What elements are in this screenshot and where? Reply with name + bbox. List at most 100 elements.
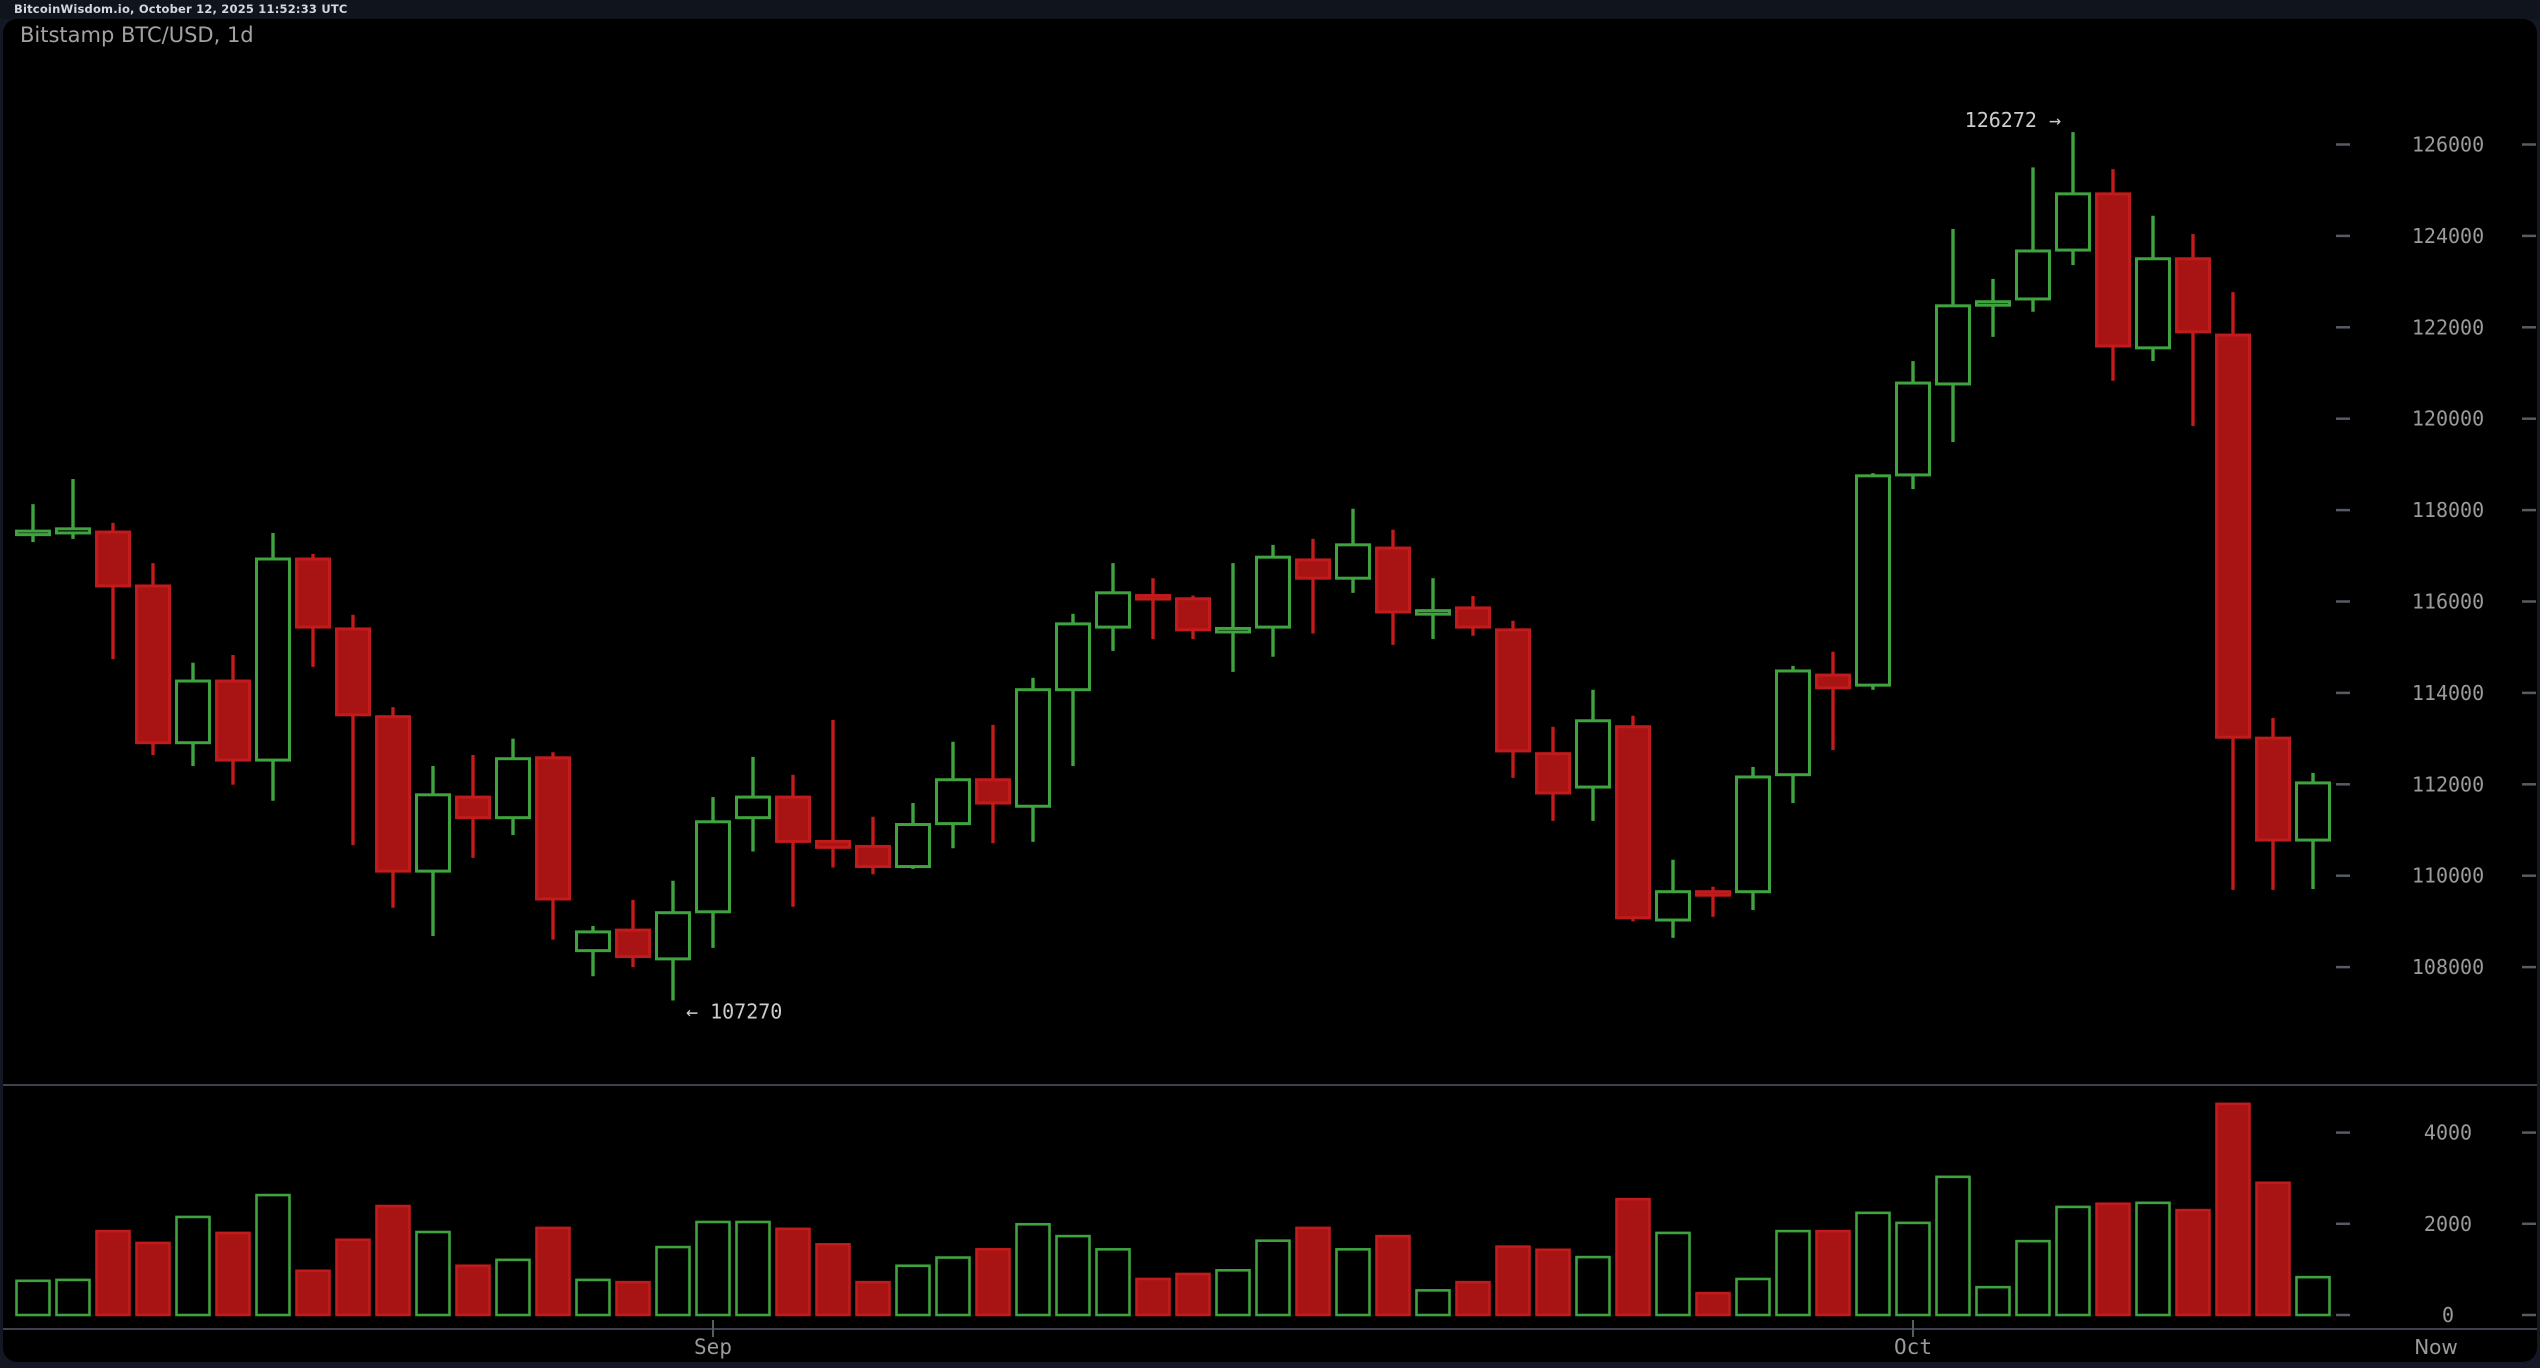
candle[interactable]	[855, 816, 891, 875]
candle[interactable]	[95, 522, 131, 660]
candle[interactable]	[255, 532, 291, 801]
candle[interactable]	[2015, 167, 2051, 312]
volume-bar[interactable]	[2135, 1201, 2171, 1317]
volume-bar[interactable]	[575, 1278, 611, 1317]
volume-bar[interactable]	[135, 1241, 171, 1317]
candle[interactable]	[1375, 529, 1411, 645]
candle[interactable]	[1295, 538, 1331, 634]
volume-bar[interactable]	[735, 1220, 771, 1317]
volume-bar[interactable]	[295, 1269, 331, 1317]
candle[interactable]	[535, 752, 571, 940]
candlestick-chart[interactable]: 126000 124000 122000 120000 118000 116000 1140…	[3, 19, 2537, 1362]
candle[interactable]	[2215, 292, 2251, 890]
candle[interactable]	[815, 719, 851, 868]
volume-bar[interactable]	[1535, 1248, 1571, 1317]
candle[interactable]	[935, 741, 971, 849]
candle[interactable]	[1655, 859, 1691, 938]
candle[interactable]	[135, 563, 171, 756]
candle[interactable]	[335, 614, 371, 846]
volume-bar[interactable]	[2175, 1208, 2211, 1317]
candle[interactable]	[495, 738, 531, 836]
candle[interactable]	[575, 925, 611, 977]
candle[interactable]	[975, 724, 1011, 844]
volume-bar[interactable]	[1335, 1248, 1371, 1317]
volume-bar[interactable]	[1735, 1277, 1771, 1317]
volume-bar[interactable]	[95, 1229, 131, 1317]
candle[interactable]	[695, 797, 731, 948]
candle[interactable]	[1215, 563, 1251, 672]
candle[interactable]	[1695, 886, 1731, 917]
candle[interactable]	[1575, 689, 1611, 821]
candle[interactable]	[1815, 651, 1851, 751]
volume-bar[interactable]	[2055, 1205, 2091, 1317]
volume-bar[interactable]	[1295, 1226, 1331, 1317]
volume-bar[interactable]	[2015, 1239, 2051, 1317]
volume-bar[interactable]	[1575, 1255, 1611, 1317]
candle[interactable]	[775, 774, 811, 907]
candle[interactable]	[1975, 278, 2011, 337]
candle[interactable]	[1615, 715, 1651, 922]
volume-bar[interactable]	[1895, 1221, 1931, 1317]
volume-bar[interactable]	[695, 1220, 731, 1317]
volume-bar[interactable]	[55, 1278, 91, 1317]
candle[interactable]	[15, 504, 51, 543]
volume-bar[interactable]	[2215, 1102, 2251, 1317]
volume-bar[interactable]	[815, 1243, 851, 1317]
volume-bar[interactable]	[375, 1204, 411, 1317]
candle[interactable]	[1535, 726, 1571, 821]
volume-bar[interactable]	[535, 1226, 571, 1317]
candle[interactable]	[175, 662, 211, 767]
candle[interactable]	[215, 654, 251, 785]
volume-bar[interactable]	[2295, 1275, 2331, 1317]
candle[interactable]	[1135, 578, 1171, 639]
volume-bar[interactable]	[415, 1230, 451, 1317]
volume-bar[interactable]	[1255, 1239, 1291, 1317]
candle[interactable]	[1735, 766, 1771, 910]
candle[interactable]	[55, 479, 91, 539]
candle[interactable]	[2255, 718, 2291, 890]
volume-bar[interactable]	[615, 1280, 651, 1317]
candle[interactable]	[655, 880, 691, 1001]
volume-bar[interactable]	[495, 1258, 531, 1317]
volume-bar[interactable]	[2255, 1181, 2291, 1317]
volume-bar[interactable]	[1055, 1234, 1091, 1317]
candle[interactable]	[375, 707, 411, 908]
candle[interactable]	[1095, 563, 1131, 651]
volume-bar[interactable]	[1695, 1291, 1731, 1317]
candle[interactable]	[1895, 361, 1931, 490]
candle[interactable]	[1175, 595, 1211, 639]
volume-bar[interactable]	[1415, 1289, 1451, 1317]
candle[interactable]	[1415, 578, 1451, 639]
volume-bar[interactable]	[1455, 1280, 1491, 1317]
volume-bar[interactable]	[255, 1193, 291, 1317]
volume-bar[interactable]	[455, 1264, 491, 1317]
volume-bar[interactable]	[1495, 1245, 1531, 1317]
volume-bar[interactable]	[775, 1227, 811, 1317]
candle[interactable]	[1015, 677, 1051, 842]
volume-bar[interactable]	[1815, 1229, 1851, 1317]
candle[interactable]	[2135, 215, 2171, 362]
volume-bar[interactable]	[15, 1279, 51, 1317]
candle[interactable]	[2295, 772, 2331, 889]
candle[interactable]	[1855, 473, 1891, 690]
volume-bar[interactable]	[1215, 1269, 1251, 1317]
volume-bar[interactable]	[175, 1215, 211, 1317]
candle[interactable]	[735, 756, 771, 852]
candle[interactable]	[455, 755, 491, 858]
volume-bar[interactable]	[855, 1280, 891, 1317]
candle[interactable]	[1935, 229, 1971, 443]
candle[interactable]	[295, 553, 331, 667]
volume-bar[interactable]	[1175, 1272, 1211, 1317]
candle[interactable]	[1455, 596, 1491, 636]
volume-bar[interactable]	[335, 1238, 371, 1317]
volume-bar[interactable]	[1935, 1175, 1971, 1317]
volume-bar[interactable]	[1375, 1234, 1411, 1317]
candle[interactable]	[2175, 234, 2211, 427]
candle[interactable]	[1335, 508, 1371, 593]
volume-bar[interactable]	[2095, 1202, 2131, 1317]
volume-bar[interactable]	[895, 1264, 931, 1317]
volume-bar[interactable]	[1655, 1231, 1691, 1317]
volume-bar[interactable]	[1615, 1197, 1651, 1317]
volume-bar[interactable]	[1775, 1229, 1811, 1317]
candle[interactable]	[1055, 613, 1091, 767]
